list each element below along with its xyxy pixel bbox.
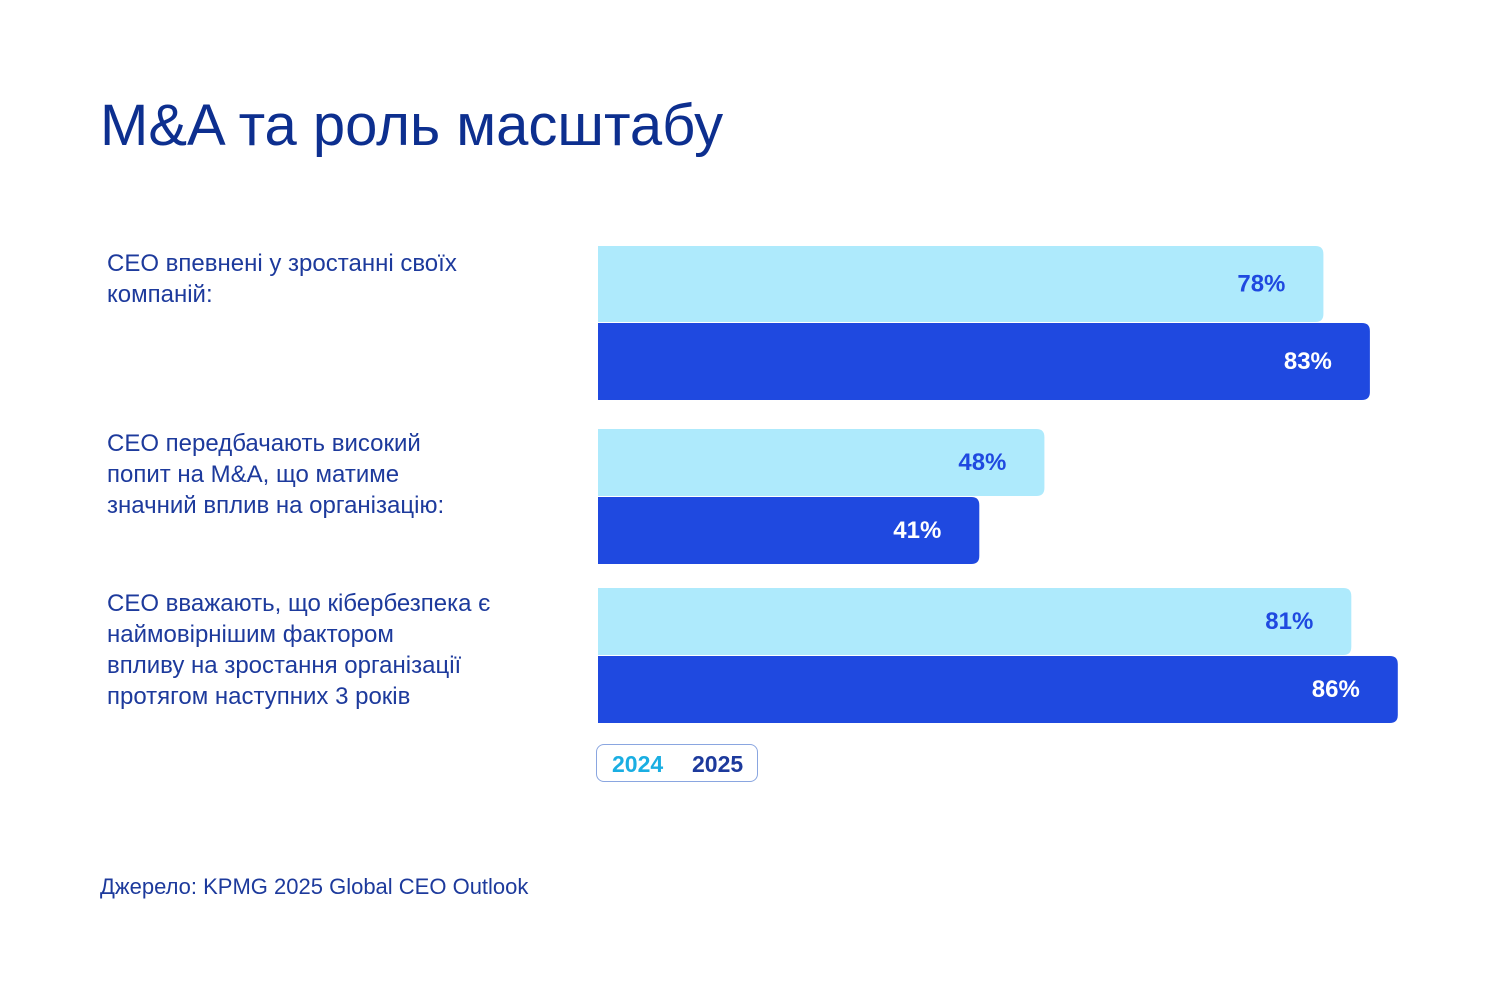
bar [598,323,1370,400]
value-label: 48% [958,449,1006,476]
legend-entry: 2024 [612,751,664,777]
source: Джерело: KPMG 2025 Global CEO Outlook [100,874,529,899]
category-label: CEO вважають, що кібербезпека є наймовір… [107,590,491,710]
legend: 2024 2025 [596,744,758,782]
bar [598,246,1324,322]
category-label: CEO впевнені у зростанні своїх компаній: [107,250,457,308]
value-label: 41% [893,517,941,544]
category-label: CEO передбачають високий попит на M&A, щ… [107,430,445,519]
value-label: 86% [1312,676,1360,703]
bar [598,656,1398,723]
value-label: 78% [1237,270,1285,297]
bar [598,497,980,564]
legend-entry: 2025 [692,751,744,777]
value-label: 83% [1284,348,1332,375]
bar [598,588,1352,655]
chart-title: M&A та роль масштабу [100,93,724,158]
bar [598,429,1045,496]
value-label: 81% [1265,608,1313,635]
